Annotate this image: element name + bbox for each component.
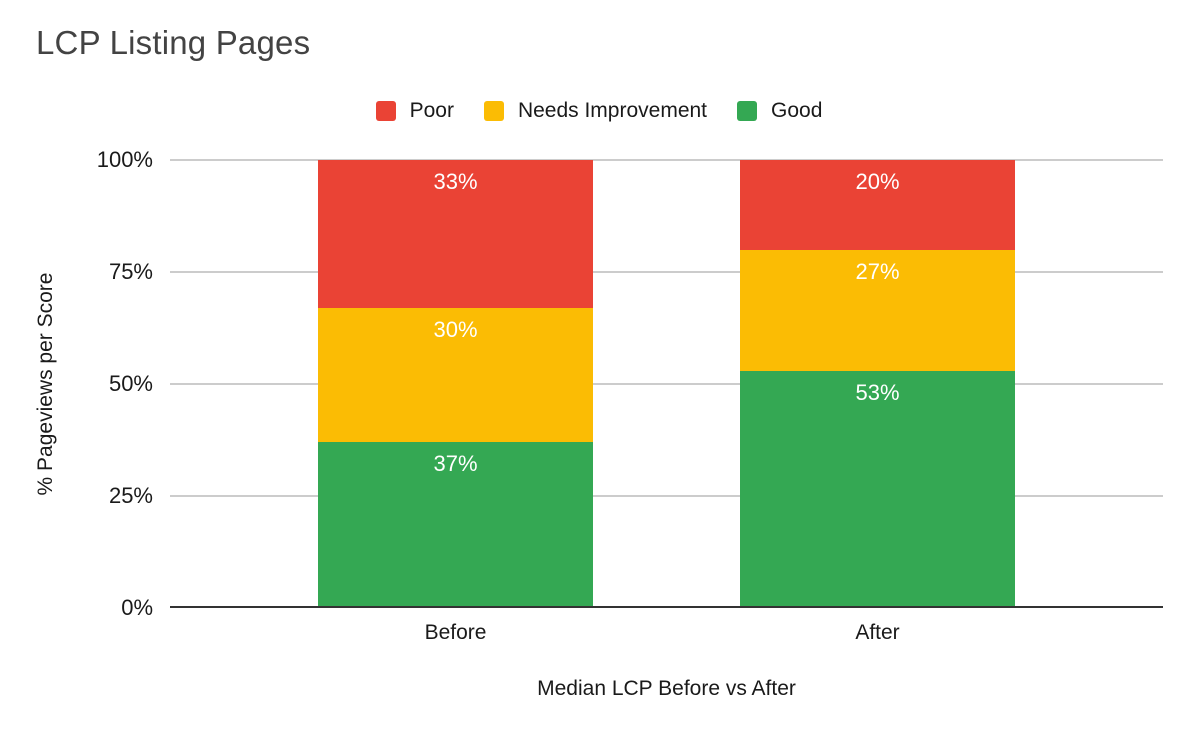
- legend-swatch-needs-improvement-icon: [483, 101, 504, 121]
- legend-swatch-good-icon: [737, 101, 758, 121]
- chart-title: LCP Listing Pages: [36, 24, 311, 61]
- y-axis-title: % Pageviews per Score: [34, 272, 57, 496]
- legend-label-poor: Poor: [409, 99, 454, 122]
- segment-poor-before: 33%: [318, 160, 593, 308]
- segment-good-before: 37%: [318, 442, 593, 608]
- y-tick-label: 75%: [108, 259, 153, 284]
- legend-item-needs-improvement: Needs Improvement: [483, 99, 708, 123]
- gridline-75: [170, 271, 1163, 273]
- segment-good-after: 53%: [740, 370, 1015, 608]
- segment-needs-improvement-after: 27%: [740, 249, 1015, 371]
- legend: Poor Needs Improvement Good: [0, 99, 1198, 123]
- x-axis-title: Median LCP Before vs After: [537, 677, 796, 700]
- segment-value-label: 53%: [855, 379, 900, 405]
- segment-value-label: 30%: [433, 316, 478, 342]
- legend-swatch-poor-icon: [375, 101, 396, 121]
- bar-after: 20% 27% 53%: [740, 160, 1015, 608]
- bars-group: 33% 30% 37% 20% 27% 53%: [170, 160, 1163, 608]
- segment-value-label: 37%: [433, 451, 478, 477]
- x-category-label-before: Before: [424, 621, 487, 644]
- gridline-50: [170, 383, 1163, 385]
- gridline-100: [170, 159, 1163, 161]
- legend-item-poor: Poor: [375, 99, 454, 123]
- y-tick-label: 50%: [108, 371, 153, 396]
- y-tick-label: 100%: [96, 147, 153, 172]
- segment-value-label: 33%: [433, 169, 478, 194]
- x-axis-line: [170, 606, 1163, 608]
- bar-before: 33% 30% 37%: [318, 160, 593, 608]
- segment-needs-improvement-before: 30%: [318, 307, 593, 443]
- segment-value-label: 20%: [855, 169, 900, 194]
- legend-label-good: Good: [771, 99, 823, 122]
- legend-label-needs-improvement: Needs Improvement: [517, 99, 708, 122]
- legend-item-good: Good: [737, 99, 822, 123]
- gridline-25: [170, 495, 1163, 497]
- y-axis-tick-labels: 100% 75% 50% 25% 0%: [0, 0, 153, 740]
- x-category-label-after: After: [855, 621, 900, 644]
- plot-area: 33% 30% 37% 20% 27% 53%: [170, 159, 1163, 608]
- y-tick-label: 25%: [108, 483, 153, 508]
- segment-poor-after: 20%: [740, 160, 1015, 250]
- y-tick-label: 0%: [121, 595, 153, 620]
- segment-value-label: 27%: [855, 258, 900, 284]
